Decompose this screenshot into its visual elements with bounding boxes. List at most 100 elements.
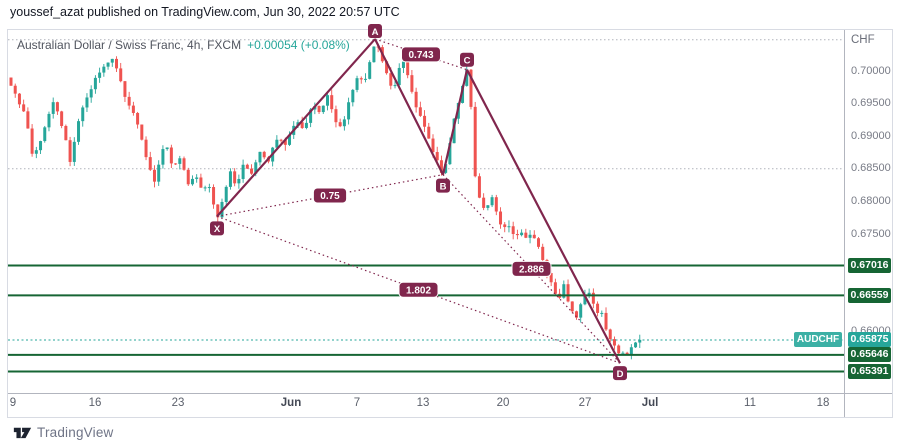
candle-body (212, 187, 216, 205)
candle-body (279, 139, 283, 141)
time-tick-label: 11 (744, 397, 756, 409)
candle-body (604, 312, 608, 330)
candle-body (583, 294, 587, 305)
candle-body (490, 197, 494, 206)
pattern-leg-line (216, 38, 376, 218)
candle-body (494, 197, 498, 212)
candle-body (152, 169, 156, 182)
price-tick-label: 0.69500 (851, 97, 891, 110)
candle-body (64, 125, 68, 141)
ratio-badge (511, 260, 552, 277)
candle-body (72, 141, 76, 162)
candle-body (414, 91, 418, 108)
candle-body (174, 163, 178, 165)
candle-body (562, 284, 566, 298)
level-price-badge: 0.66559 (848, 287, 891, 303)
price-tick-label: 0.69000 (851, 129, 891, 142)
time-axis-separator (8, 393, 892, 394)
candle-body (110, 58, 114, 63)
candle-body (541, 246, 545, 260)
pattern-point-badge (436, 178, 450, 193)
time-tick-label: 16 (88, 397, 102, 409)
time-tick-label: 23 (171, 397, 185, 409)
candle-body (511, 226, 515, 235)
candle-body (195, 177, 199, 179)
candle-body (51, 102, 55, 114)
candle-body (85, 97, 89, 108)
currency-label: CHF (851, 34, 875, 46)
candle-body (600, 312, 604, 314)
ratio-badge-text: 0.743 (408, 50, 433, 61)
candle-body (532, 234, 536, 239)
candle-body (368, 62, 372, 79)
candle-body (144, 139, 148, 158)
level-price-badge: 0.65646 (848, 347, 891, 363)
candle-body (507, 226, 511, 228)
candle-body (165, 147, 169, 150)
pattern-leg-line (466, 69, 621, 364)
candle-body (503, 224, 507, 228)
candle-body (393, 85, 397, 87)
candle-body (359, 78, 363, 80)
candle-body (515, 234, 519, 236)
pattern-point-label: D (617, 369, 624, 380)
candle-body (587, 292, 591, 295)
tradingview-footer: TradingView (13, 423, 114, 441)
candle-body (629, 347, 633, 355)
candle-body (334, 109, 338, 123)
candle-body (372, 46, 376, 63)
ratio-badge-text: 0.75 (320, 191, 340, 202)
candle-body (309, 109, 313, 123)
candle-body (245, 164, 249, 169)
candle-body (385, 61, 389, 74)
candle-body (304, 122, 308, 128)
candle-body (148, 157, 152, 170)
candle-body (186, 169, 190, 185)
candle-body (9, 77, 13, 86)
price-tick-label: 0.70000 (851, 64, 891, 77)
price-tick-label: 0.67500 (851, 227, 891, 240)
candle-body (207, 187, 211, 189)
dotted-reference-levels (8, 39, 844, 170)
ratio-badge (398, 281, 439, 298)
candle-body (612, 339, 616, 346)
price-axis-separator (844, 30, 845, 417)
candle-body (300, 122, 304, 128)
ratio-badge-text: 2.886 (519, 264, 544, 275)
price-change: +0.00054 (+0.08%) (247, 38, 350, 52)
candle-body (89, 89, 93, 98)
candle-body (444, 164, 448, 173)
candle-body (431, 138, 435, 153)
time-tick-label: 18 (816, 397, 830, 409)
pattern-leg-line (374, 38, 444, 176)
candle-body (570, 301, 574, 312)
candle-body (93, 77, 97, 90)
candle-body (17, 93, 21, 105)
ratio-badge-text: 1.802 (406, 285, 431, 296)
candle-body (401, 61, 405, 68)
candle-body (473, 106, 477, 177)
candle-body (136, 112, 140, 125)
candle-body (241, 164, 245, 179)
candle-body (233, 171, 237, 184)
candle-body (216, 204, 220, 218)
pattern-point-label: A (372, 27, 379, 38)
pattern-point-badge (368, 24, 382, 39)
candle-body (178, 158, 182, 164)
tradingview-logo-icon (13, 427, 32, 438)
candle-body (477, 176, 481, 198)
candle-body (524, 232, 528, 238)
candle-body (55, 102, 59, 112)
candle-body (461, 85, 465, 103)
candle-body (439, 160, 443, 173)
candle-body (288, 134, 292, 145)
tradingview-brand-text: TradingView (37, 424, 114, 440)
candle-body (638, 339, 642, 343)
candle-body (330, 95, 334, 110)
candle-body (127, 96, 131, 106)
level-price-badge: 0.67016 (848, 258, 891, 274)
candle-body (566, 284, 570, 302)
candle-body (43, 127, 47, 142)
ratio-badge (401, 46, 441, 63)
snapshot-attribution: youssef_azat published on TradingView.co… (10, 5, 400, 19)
